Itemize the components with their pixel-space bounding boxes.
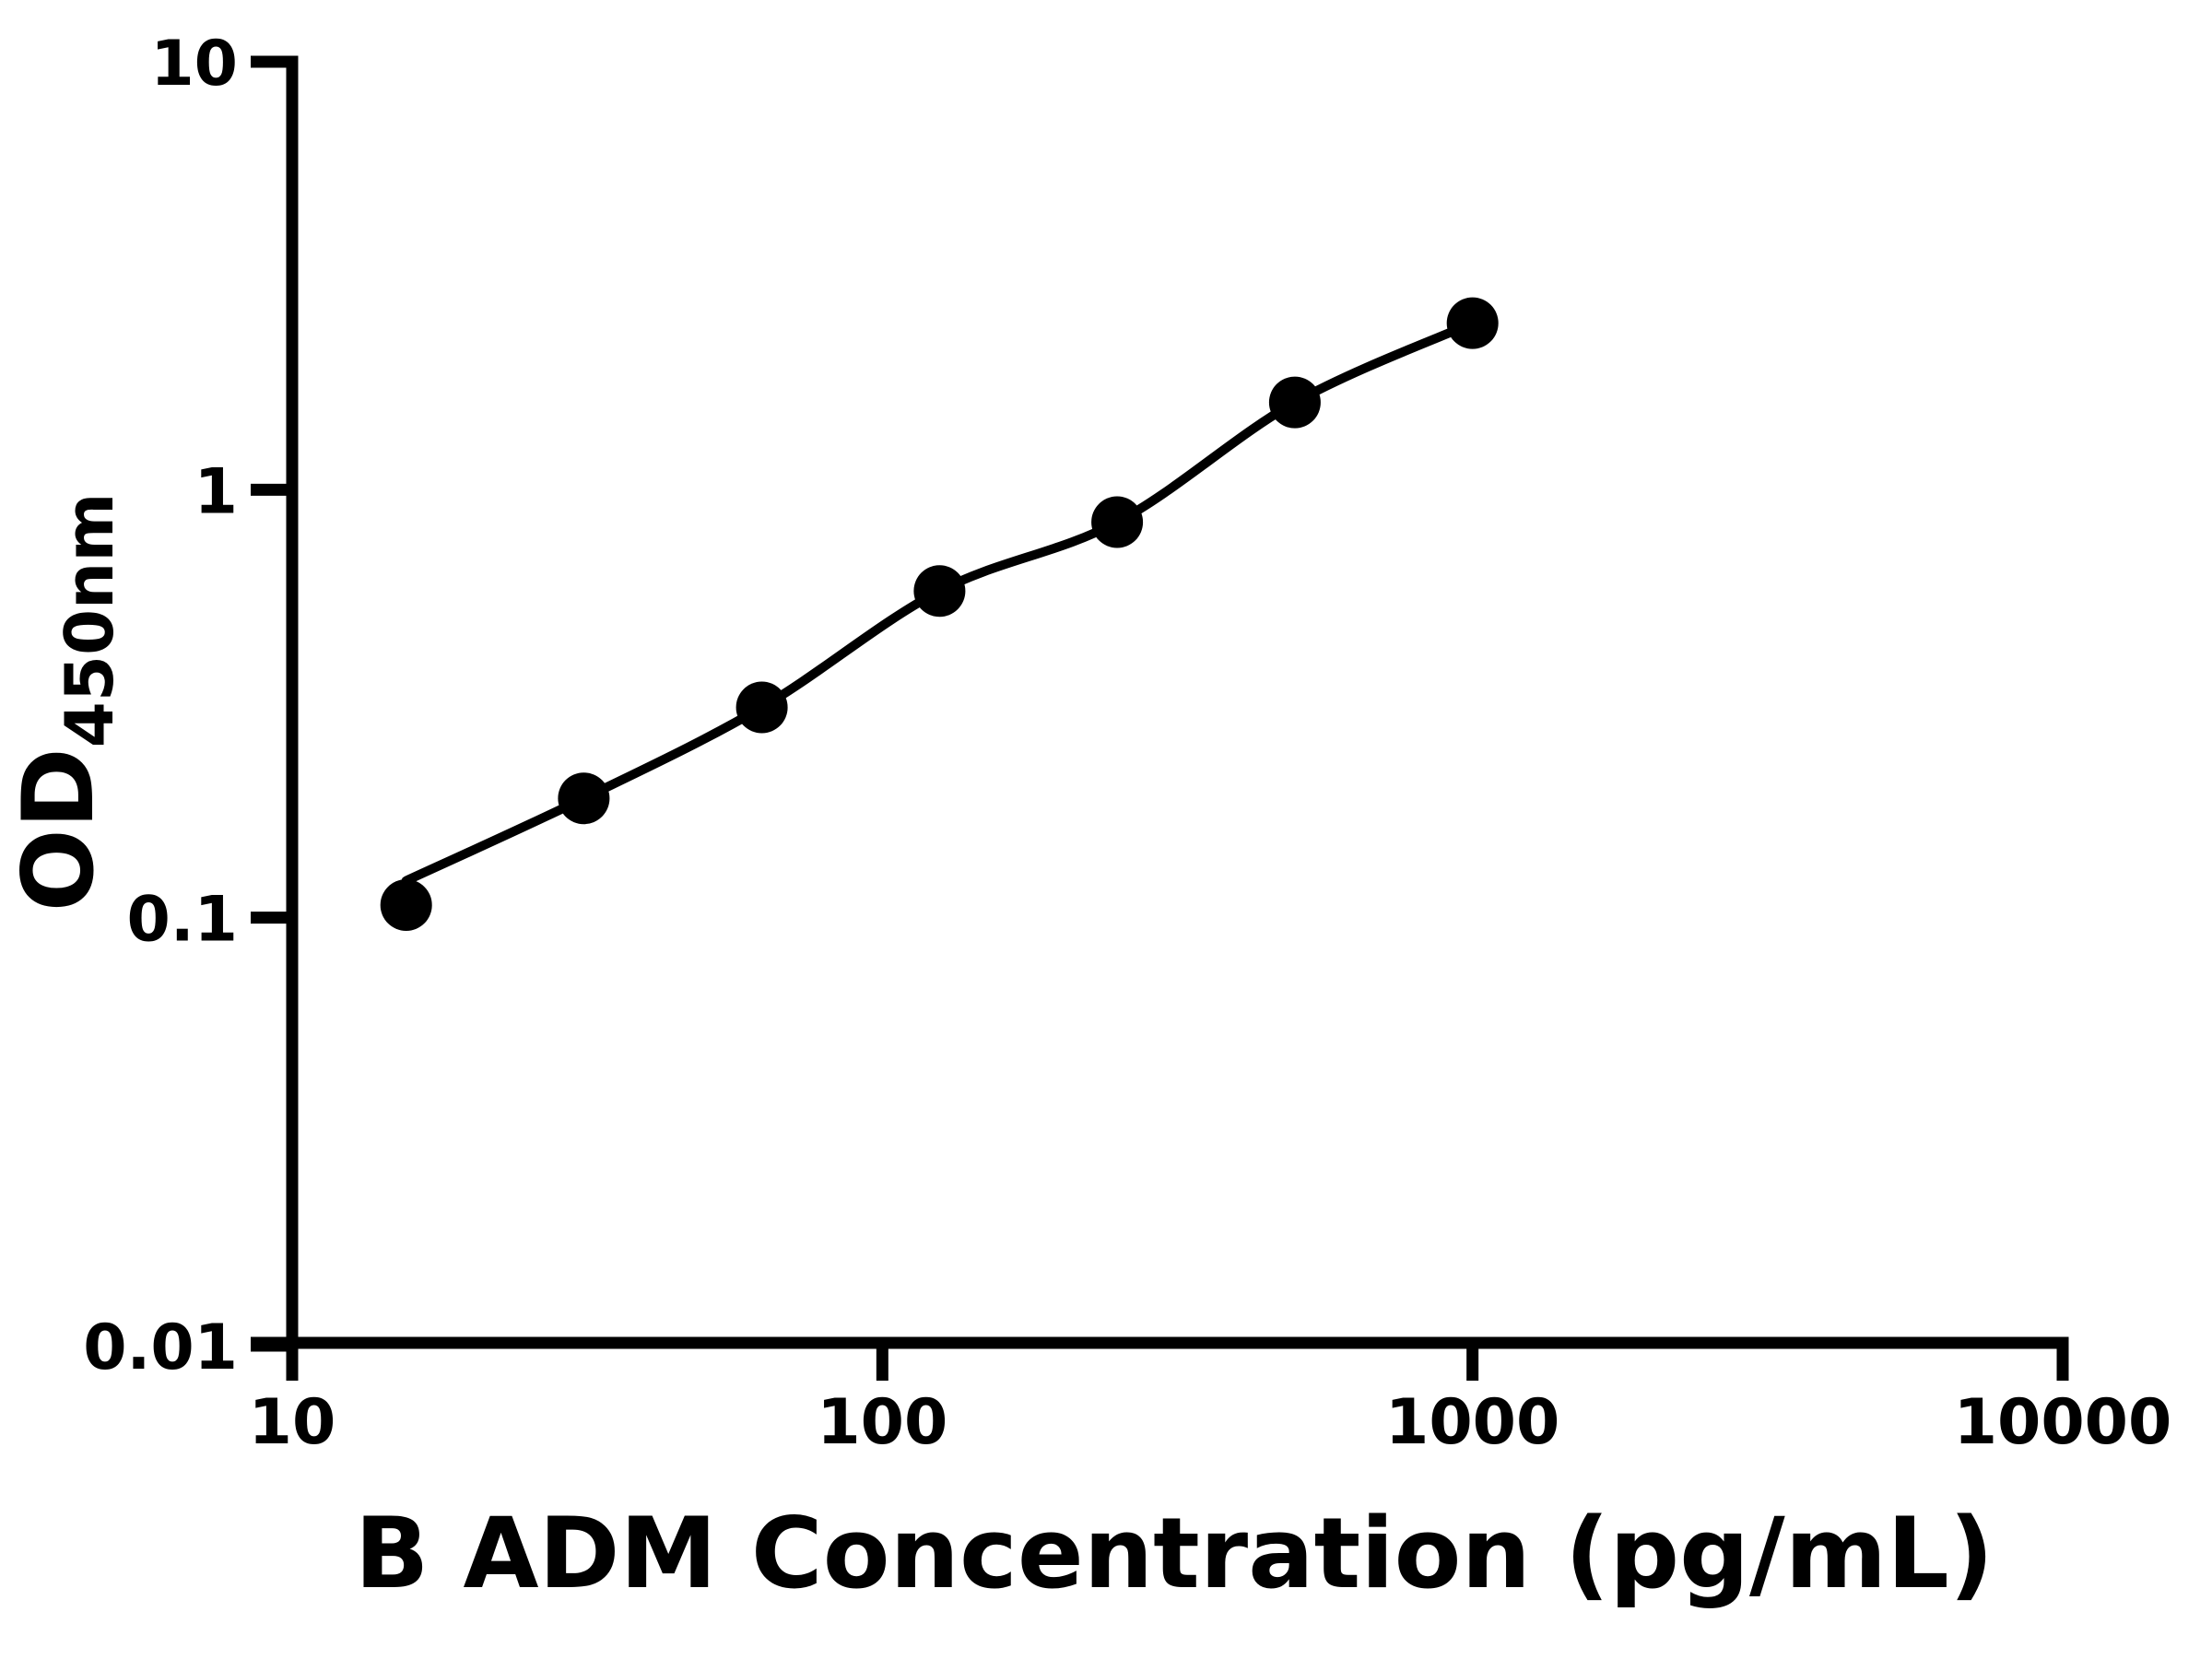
y-tick-label: 0.01 xyxy=(83,1312,238,1384)
data-point xyxy=(380,879,432,931)
y-ticks xyxy=(251,55,292,1352)
y-tick-label: 1 xyxy=(194,455,238,528)
x-tick-label: 100 xyxy=(817,1386,947,1459)
y-tick-label: 0.1 xyxy=(127,884,238,957)
x-tick-label: 10 xyxy=(249,1386,336,1459)
data-point xyxy=(1446,297,1499,349)
data-point xyxy=(1091,496,1144,548)
x-axis-title: B ADM Concentration (pg/mL) xyxy=(355,1497,1994,1610)
y-tick-label: 10 xyxy=(150,28,238,100)
x-tick-labels: 10 100 1000 10000 xyxy=(249,1386,2172,1459)
axes: 10 1 0.1 0.01 10 100 1000 10000 xyxy=(83,28,2171,1459)
x-ticks xyxy=(286,1343,2069,1381)
x-tick-label: 1000 xyxy=(1385,1386,1559,1459)
data-point xyxy=(913,565,966,618)
x-tick-label: 10000 xyxy=(1954,1386,2172,1459)
data-point xyxy=(1268,376,1321,429)
data-points xyxy=(380,297,1499,931)
y-axis-title-main: OD xyxy=(2,747,115,912)
y-tick-labels: 10 1 0.1 0.01 xyxy=(83,28,238,1384)
data-point xyxy=(735,681,788,734)
data-point xyxy=(558,772,610,825)
y-axis-title-subscript: 450nm xyxy=(51,493,128,748)
y-axis-title: OD450nm xyxy=(2,493,128,912)
